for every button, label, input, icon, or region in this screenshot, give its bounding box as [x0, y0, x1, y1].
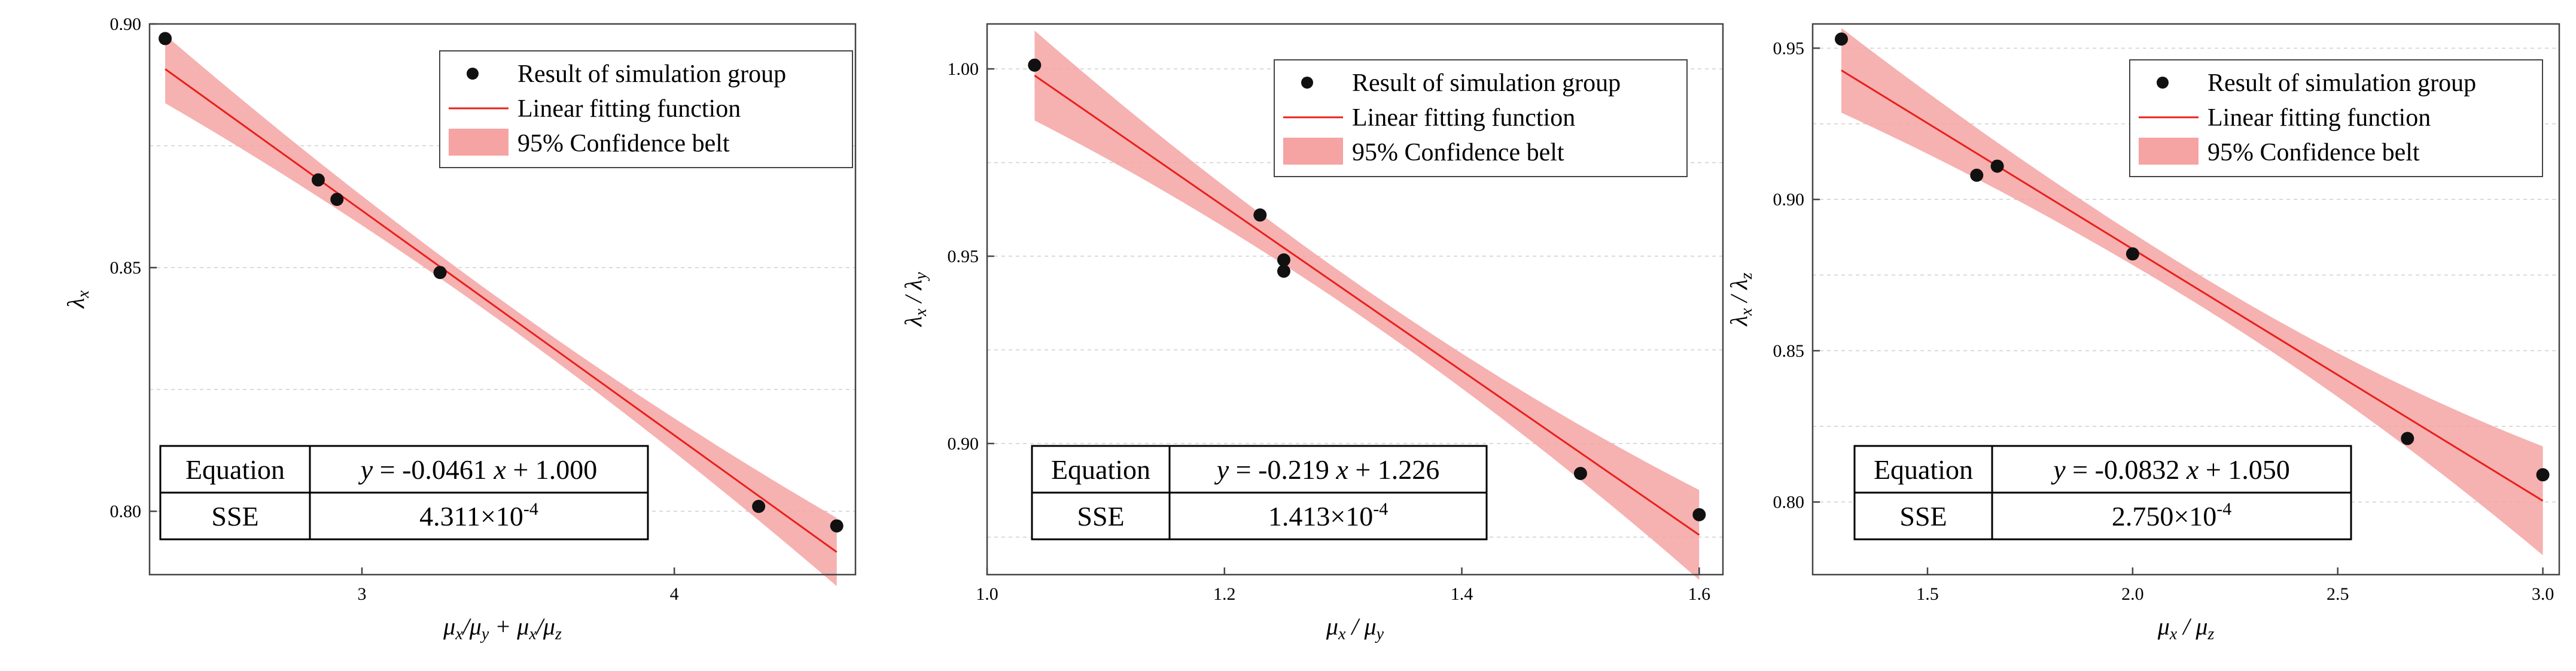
data-point	[433, 266, 447, 280]
table-equation-label: Equation	[1874, 454, 1973, 485]
plot-frame	[986, 23, 1724, 576]
confidence-band	[1841, 28, 2543, 555]
y-tick-label: 0.85	[1773, 341, 1805, 361]
plot-frame	[148, 23, 857, 576]
x-tick-label: 2.0	[2121, 584, 2144, 604]
legend-label-fit: Linear fitting function	[1352, 104, 1575, 132]
legend-band-marker	[449, 129, 508, 156]
x-tick-label: 1.2	[1213, 584, 1236, 604]
y-tick-label: 0.80	[1773, 493, 1805, 512]
data-point	[830, 519, 844, 533]
fit-table: Equation SSE y = -0.219 x + 1.226 1.413×10-…	[1031, 445, 1488, 541]
legend-label-band: 95% Confidence belt	[1352, 139, 1564, 166]
data-point	[1970, 168, 1984, 182]
x-axis-title: μx / μy	[1326, 613, 1384, 643]
y-axis-title: λx / λz	[1725, 272, 1756, 326]
x-tick-label: 2.5	[2327, 584, 2349, 604]
chart-panel-2: 0.90 0.95 1.00 1.0 1.2 1.4 1.6 μx / μy λx / λy Re…	[900, 23, 1724, 643]
y-tick-label: 0.95	[1773, 38, 1805, 58]
y-tick-label: 0.85	[110, 258, 142, 278]
data-point	[1835, 32, 1848, 46]
x-tick-label: 1.0	[976, 584, 998, 604]
y-tick-label: 1.00	[948, 59, 979, 79]
legend-label-fit: Linear fitting function	[2207, 104, 2431, 132]
table-equation-value: y = -0.0832 x + 1.050	[2051, 454, 2290, 485]
fit-line	[165, 68, 838, 553]
x-tick-label: 1.6	[1688, 584, 1711, 604]
data-point	[1253, 208, 1267, 222]
fit-table: Equation SSE y = -0.0461 x + 1.000 4.311×10…	[159, 445, 649, 541]
table-equation-label: Equation	[185, 454, 285, 485]
y-tick-label: 0.95	[948, 247, 979, 266]
data-point	[1692, 508, 1706, 521]
legend-label-points: Result of simulation group	[2207, 69, 2476, 97]
x-tick-label: 3.0	[2532, 584, 2554, 604]
data-point	[752, 500, 766, 514]
data-point	[1277, 265, 1290, 278]
x-tick-label: 3	[358, 584, 367, 604]
table-equation-value: y = -0.0461 x + 1.000	[358, 454, 598, 485]
legend-label-points: Result of simulation group	[517, 60, 786, 88]
legend-band-marker	[1283, 138, 1343, 165]
legend-point-marker	[2157, 77, 2169, 89]
data-point	[1028, 58, 1042, 72]
data-point	[1990, 159, 2004, 173]
y-tick-label: 0.80	[110, 502, 142, 521]
legend-label-points: Result of simulation group	[1352, 69, 1621, 97]
fit-line	[1841, 69, 2544, 502]
fit-table: Equation SSE y = -0.0832 x + 1.050 2.750×10…	[1853, 445, 2352, 541]
data-point	[1573, 467, 1587, 481]
x-tick-label: 1.5	[1916, 584, 1939, 604]
y-axis-title: λx	[62, 290, 93, 309]
table-sse-label: SSE	[1077, 501, 1124, 532]
data-point	[311, 173, 325, 187]
chart-panel-3: 0.80 0.85 0.90 0.95 1.5 2.0 2.5 3.0 μx / μz λx / …	[1725, 23, 2560, 643]
legend-label-band: 95% Confidence belt	[2207, 139, 2420, 166]
table-sse-value: 2.750×10-4	[2112, 499, 2231, 532]
data-point	[159, 32, 172, 45]
legend-label-fit: Linear fitting function	[517, 95, 741, 123]
plot-frame	[1811, 23, 2560, 576]
data-point	[1277, 253, 1290, 267]
table-equation-value: y = -0.219 x + 1.226	[1214, 454, 1440, 485]
x-axis-title: μx/μy + μx/μz	[443, 613, 562, 643]
legend-label-band: 95% Confidence belt	[517, 130, 730, 157]
table-sse-value: 1.413×10-4	[1268, 499, 1388, 532]
chart-panel-1: 0.80 0.85 0.90 3 4 μx/μy + μx/μz λx Result of s…	[62, 14, 857, 643]
data-point	[2126, 247, 2139, 261]
y-tick-label: 0.90	[948, 434, 979, 454]
x-tick-label: 4	[670, 584, 679, 604]
data-point	[2401, 432, 2414, 445]
y-axis-title: λx / λy	[900, 272, 930, 327]
legend-band-marker	[2139, 138, 2199, 165]
legend: Result of simulation group Linear fitting…	[1274, 59, 1688, 177]
x-tick-label: 1.4	[1451, 584, 1473, 604]
x-axis-title: μx / μz	[2157, 613, 2215, 643]
data-point	[330, 193, 344, 207]
legend: Result of simulation group Linear fitting…	[439, 50, 853, 168]
legend-point-marker	[467, 68, 479, 80]
table-sse-value: 4.311×10-4	[419, 499, 538, 532]
table-sse-label: SSE	[1899, 501, 1947, 532]
legend: Result of simulation group Linear fitting…	[2129, 59, 2543, 177]
table-equation-label: Equation	[1051, 454, 1150, 485]
y-tick-label: 0.90	[110, 14, 142, 34]
table-sse-label: SSE	[211, 501, 258, 532]
fit-line	[1034, 74, 1700, 536]
y-tick-label: 0.90	[1773, 190, 1805, 210]
data-point	[2536, 468, 2550, 482]
legend-point-marker	[1301, 77, 1313, 89]
